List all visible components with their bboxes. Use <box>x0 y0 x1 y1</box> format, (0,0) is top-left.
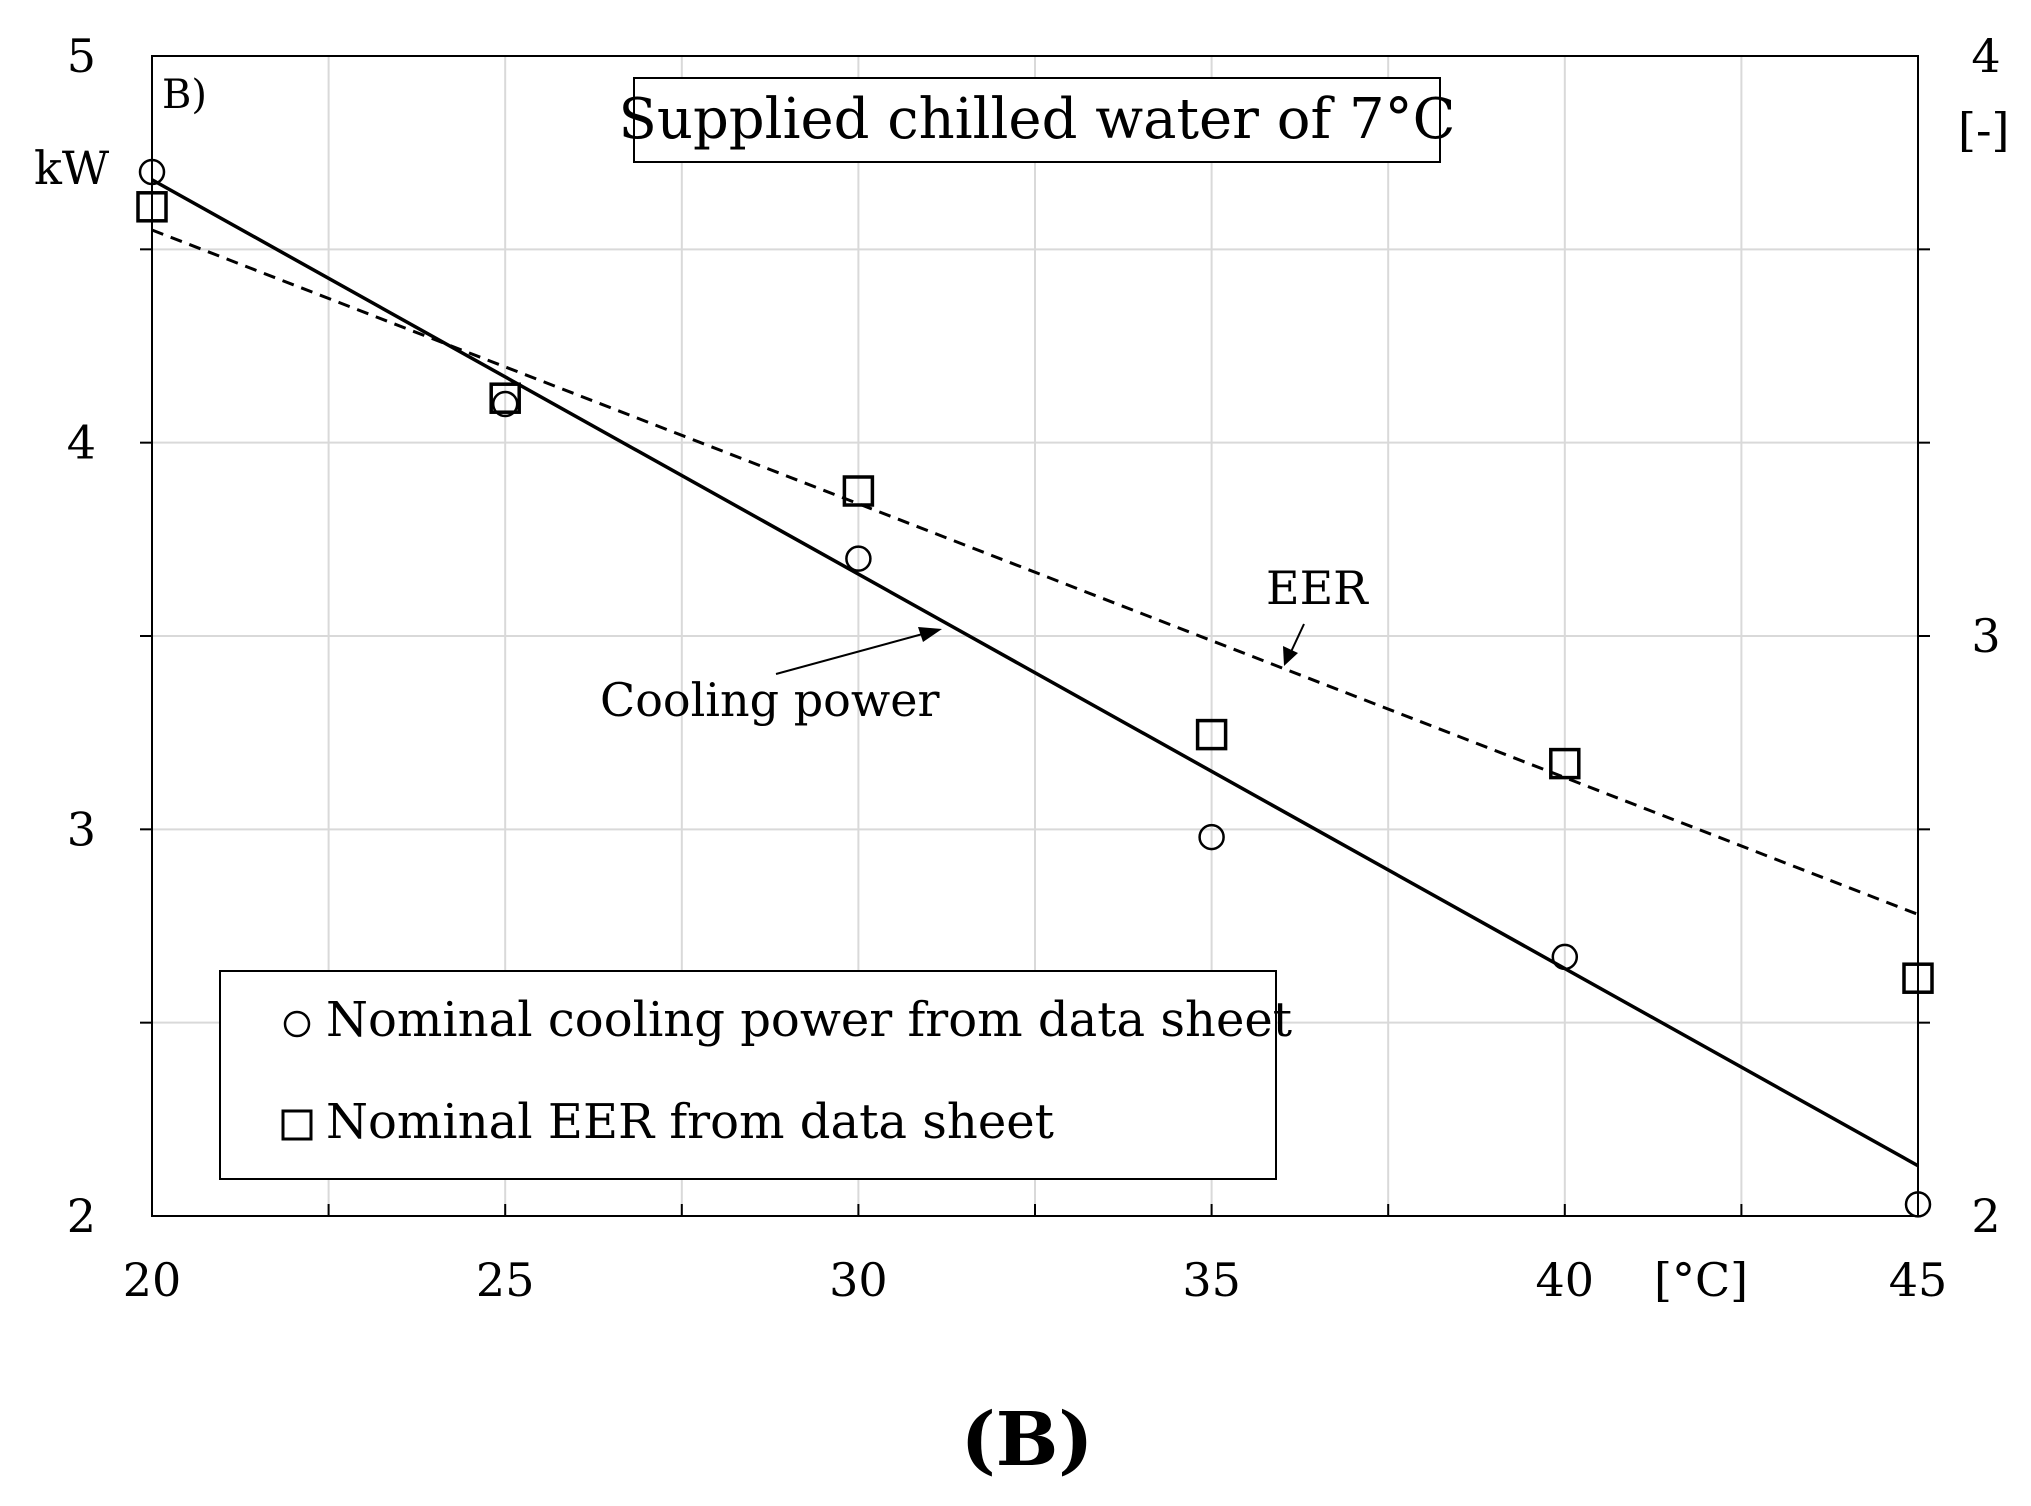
data-point-cooling-power <box>491 390 519 418</box>
data-point-cooling-power <box>1904 1191 1932 1218</box>
data-point-eer <box>136 191 168 223</box>
legend-entry-cooling-power: Nominal cooling power from data sheet <box>326 992 1292 1048</box>
annotation-arrowhead-cooling-power <box>918 627 942 642</box>
annotation-eer: EER <box>1266 561 1369 615</box>
title-box <box>633 77 1441 163</box>
legend-entry-eer: Nominal EER from data sheet <box>326 1094 1054 1150</box>
data-point-cooling-power <box>1551 943 1579 971</box>
y-right-tick-label: 2 <box>1971 1189 2000 1243</box>
data-point-eer <box>842 475 875 507</box>
trend-lines <box>151 178 1919 1168</box>
annotation-arrowhead-eer <box>1283 646 1298 666</box>
data-point-cooling-power <box>138 158 166 186</box>
y-left-tick-label: 4 <box>67 416 96 470</box>
trend-line-cooling-power <box>151 178 1919 1168</box>
chart-title: Supplied chilled water of 7°C <box>619 87 1456 152</box>
x-tick-label: 40 <box>1536 1253 1595 1307</box>
data-point-eer <box>489 382 521 414</box>
x-tick-label: 25 <box>476 1253 535 1307</box>
data-point-cooling-power <box>1198 823 1225 851</box>
y-left-unit: kW <box>34 141 110 195</box>
y-right-tick-label: 3 <box>1971 609 2000 663</box>
data-point-eer <box>1549 747 1581 780</box>
annotation-arrow-cooling-power <box>775 631 931 675</box>
annotation-arrow-eer <box>1289 623 1305 655</box>
x-tick-label: 20 <box>123 1253 182 1307</box>
panel-label: B) <box>162 72 207 118</box>
x-tick-label: 45 <box>1889 1253 1948 1307</box>
y-right-tick-label: 4 <box>1971 29 2000 83</box>
data-markers <box>136 158 1934 1218</box>
x-tick-label: 35 <box>1182 1253 1241 1307</box>
legend-box <box>219 970 1277 1180</box>
trend-line-eer <box>151 228 1919 916</box>
y-left-tick-label: 5 <box>67 29 96 83</box>
data-point-eer <box>1195 718 1228 751</box>
y-right-unit: [-] <box>1958 103 2009 157</box>
legend-square-icon <box>281 1109 313 1141</box>
data-point-cooling-power <box>845 545 872 572</box>
data-point-eer <box>1902 962 1934 994</box>
x-tick-label: 30 <box>829 1253 888 1307</box>
legend-circle-icon <box>283 1010 311 1038</box>
annotation-cooling-power: Cooling power <box>600 673 939 727</box>
figure-caption: (B) <box>961 1397 1094 1483</box>
x-axis-label: [°C] <box>1654 1253 1748 1307</box>
y-left-tick-label: 3 <box>67 802 96 856</box>
grid <box>152 56 1918 1216</box>
y-left-tick-label: 2 <box>67 1189 96 1243</box>
